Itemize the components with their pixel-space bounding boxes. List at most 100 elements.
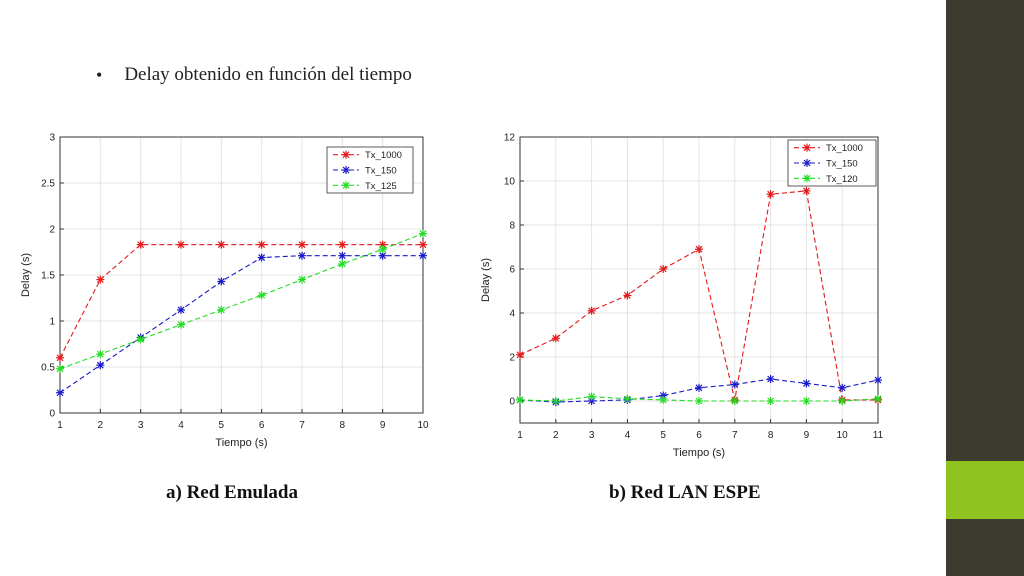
- x-tick-label: 5: [660, 430, 666, 441]
- x-tick-label: 10: [837, 430, 849, 441]
- data-point: [257, 240, 266, 249]
- x-tick-label: 8: [340, 420, 346, 431]
- data-point: [136, 240, 145, 249]
- series-tx-120: [516, 392, 882, 405]
- data-point: [177, 240, 185, 249]
- series-line: [59, 233, 424, 370]
- y-tick-label: 2: [49, 225, 55, 236]
- y-tick-label: 10: [504, 177, 516, 188]
- x-tick-label: 7: [732, 430, 738, 441]
- legend-marker: [803, 159, 811, 167]
- legend-marker: [342, 150, 350, 159]
- data-point: [802, 397, 811, 405]
- data-point: [766, 375, 775, 383]
- caption-a: a) Red Emulada: [166, 482, 298, 503]
- data-point: [96, 350, 105, 359]
- data-point: [623, 291, 632, 300]
- data-point: [695, 383, 703, 392]
- data-point: [838, 383, 847, 392]
- data-point: [766, 190, 775, 199]
- legend-label: Tx_120: [826, 174, 858, 185]
- data-point: [217, 240, 226, 249]
- data-point: [516, 395, 524, 404]
- data-point: [298, 251, 306, 260]
- x-tick-label: 2: [98, 420, 104, 431]
- data-point: [802, 379, 811, 388]
- legend-label: Tx_150: [365, 166, 397, 177]
- data-point: [177, 320, 185, 329]
- y-axis-label: Delay (s): [480, 258, 492, 302]
- data-point: [623, 394, 632, 403]
- y-tick-label: 2.5: [41, 179, 55, 190]
- y-tick-label: 8: [509, 221, 515, 232]
- data-point: [695, 245, 703, 254]
- data-point: [298, 275, 306, 284]
- data-point: [338, 259, 347, 268]
- legend-marker: [803, 174, 811, 183]
- legend-item: Tx_125: [333, 181, 397, 192]
- data-point: [56, 364, 64, 373]
- series-tx-1000: [56, 240, 427, 362]
- x-tick-label: 1: [517, 430, 523, 441]
- legend: Tx_1000 Tx_150 Tx_120: [787, 139, 877, 187]
- series-tx-125: [56, 229, 427, 373]
- legend-label: Tx_150: [826, 159, 858, 170]
- data-point: [874, 394, 882, 403]
- data-point: [419, 251, 427, 260]
- y-tick-label: 0: [49, 409, 55, 420]
- data-point: [136, 335, 145, 344]
- data-point: [516, 350, 524, 359]
- y-tick-label: 3: [49, 133, 55, 144]
- data-point: [257, 291, 266, 300]
- x-tick-label: 4: [625, 430, 631, 441]
- data-point: [419, 240, 427, 249]
- data-point: [419, 229, 427, 238]
- bullet-item: • Delay obtenido en función del tiempo: [96, 64, 412, 86]
- legend-label: Tx_1000: [365, 150, 402, 161]
- legend-item: Tx_150: [794, 159, 858, 170]
- x-tick-label: 6: [696, 430, 702, 441]
- data-point: [96, 275, 105, 284]
- chart-red-emulada: 1 2 3 4 5 6 7 8 9 10 0 0.5 1 1.5 2 2.5 3 Tiempo (s) Delay …: [20, 133, 429, 450]
- series-line: [59, 244, 423, 359]
- data-point: [338, 251, 347, 260]
- data-point: [56, 388, 64, 397]
- data-point: [298, 240, 306, 249]
- data-point: [96, 361, 105, 370]
- y-axis-label: Delay (s): [20, 253, 32, 297]
- data-point: [338, 240, 347, 249]
- data-point: [217, 305, 226, 314]
- bullet-symbol: •: [96, 64, 103, 85]
- legend-item: Tx_120: [794, 174, 858, 185]
- data-point: [56, 353, 64, 362]
- data-point: [551, 334, 560, 343]
- data-point: [378, 245, 387, 254]
- legend-item: Tx_1000: [794, 143, 863, 154]
- x-tick-label: 5: [219, 420, 225, 431]
- y-tick-label: 6: [509, 265, 515, 276]
- x-tick-label: 6: [259, 420, 265, 431]
- data-point: [695, 397, 703, 405]
- data-point: [551, 397, 560, 405]
- legend-marker: [803, 143, 811, 152]
- data-point: [730, 380, 739, 389]
- x-axis-label: Tiempo (s): [673, 447, 725, 459]
- data-point: [177, 305, 185, 314]
- data-point: [587, 392, 596, 401]
- grid-lines: [59, 136, 424, 414]
- x-tick-label: 9: [380, 420, 386, 431]
- x-tick-label: 1: [57, 420, 63, 431]
- legend-marker: [342, 166, 350, 174]
- legend-item: Tx_150: [333, 166, 397, 177]
- data-point: [587, 306, 596, 315]
- legend-item: Tx_1000: [333, 150, 402, 161]
- x-tick-label: 2: [553, 430, 559, 441]
- data-point: [802, 186, 811, 195]
- x-tick-label: 11: [873, 430, 884, 441]
- x-tick-label: 3: [589, 430, 595, 441]
- x-tick-label: 9: [804, 430, 810, 441]
- legend-marker: [342, 181, 350, 190]
- x-tick-label: 10: [417, 420, 429, 431]
- y-tick-label: 1.5: [41, 271, 55, 282]
